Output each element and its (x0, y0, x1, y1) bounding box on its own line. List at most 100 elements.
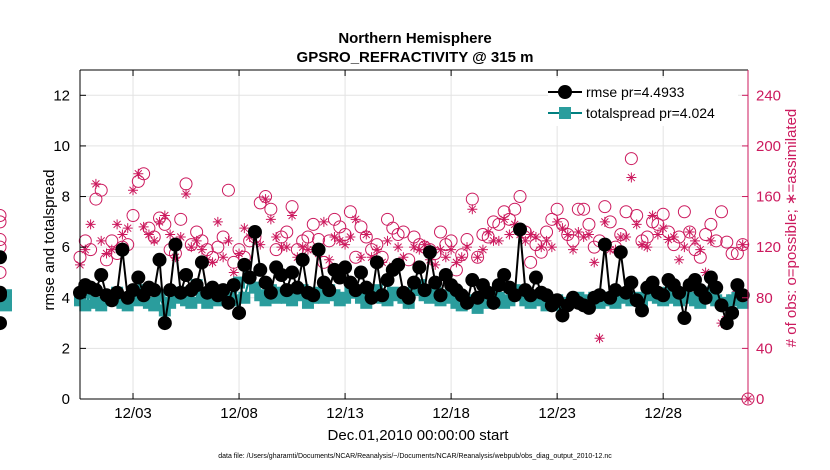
obs-assimilated-point (663, 234, 674, 245)
obs-assimilated-point (583, 229, 594, 240)
obs-assimilated-point (599, 216, 610, 227)
rmse-point (110, 285, 125, 300)
obs-assimilated-point (297, 242, 308, 253)
obs-assimilated-point (419, 239, 430, 250)
obs-assimilated-point (318, 216, 329, 227)
totalspread-point (185, 296, 198, 309)
obs-assimilated-point (122, 223, 133, 234)
obs-assimilated-point (181, 189, 192, 200)
obs-possible-point (0, 209, 7, 223)
obs-assimilated-point (223, 235, 234, 246)
obs-assimilated-point (239, 223, 250, 234)
y-tick-label-right: 80 (756, 290, 773, 307)
x-tick-label: 12/13 (326, 405, 364, 422)
rmse-point (311, 242, 326, 257)
rmse-point (364, 290, 379, 305)
rmse-point (550, 293, 565, 308)
obs-assimilated-point (271, 232, 282, 243)
obs-assimilated-point (366, 252, 377, 263)
obs-possible-point (545, 212, 559, 226)
obs-assimilated-point (605, 244, 616, 255)
rmse-point (608, 283, 623, 298)
obs-assimilated-point (626, 172, 637, 183)
y-tick-label-right: 240 (756, 87, 781, 104)
rmse-point (194, 255, 209, 270)
obs-possible-point (179, 177, 193, 191)
obs-assimilated-point (361, 229, 372, 240)
y-tick-label-right: 40 (756, 340, 773, 357)
obs-assimilated-point (207, 257, 218, 268)
obs-assimilated-point (647, 210, 658, 221)
obs-possible-point (656, 207, 670, 221)
y-tick-label-left: 0 (62, 391, 70, 408)
rmse-point (179, 267, 194, 282)
obs-possible-point (471, 250, 485, 264)
rmse-point (0, 316, 7, 331)
totalspread-point (471, 301, 484, 314)
rmse-point (401, 290, 416, 305)
obs-possible-point (720, 235, 734, 249)
obs-assimilated-point (196, 244, 207, 255)
obs-assimilated-point (483, 226, 494, 237)
obs-assimilated-point (472, 252, 483, 263)
obs-assimilated-point (228, 267, 239, 278)
obs-assimilated-point (170, 252, 181, 263)
legend-spread-marker (559, 107, 571, 119)
obs-assimilated-point (705, 235, 716, 246)
y-tick-label-left: 8 (62, 189, 70, 206)
rmse-point (216, 283, 231, 298)
legend-box (548, 78, 738, 126)
obs-assimilated-point (430, 259, 441, 270)
obs-possible-point (126, 209, 140, 223)
obs-assimilated-point (302, 244, 313, 255)
obs-assimilated-point (90, 178, 101, 189)
obs-possible-point (216, 230, 230, 244)
obs-assimilated-point (133, 168, 144, 179)
x-tick-label: 12/23 (538, 405, 576, 422)
rmse-point (698, 290, 713, 305)
rmse-point (725, 305, 740, 320)
rmse-point (465, 273, 480, 288)
obs-assimilated-point (324, 254, 335, 265)
obs-assimilated-point (382, 235, 393, 246)
rmse-point (470, 290, 485, 305)
obs-assimilated-point (159, 210, 170, 221)
obs-possible-point (524, 255, 538, 269)
rmse-point (168, 237, 183, 252)
y-axis-label-right: # of obs: o=possible; ∗=assimilated (783, 109, 800, 348)
rmse-point (624, 275, 639, 290)
rmse-point (735, 288, 750, 303)
obs-possible-point (550, 202, 564, 216)
obs-assimilated-point (462, 242, 473, 253)
totalspread-point (79, 299, 92, 312)
rmse-point (428, 275, 443, 290)
obs-assimilated-point (255, 239, 266, 250)
rmse-point (147, 283, 162, 298)
obs-possible-point (508, 202, 522, 216)
axes-layer: 12/03 12/08 12/13 12/18 12/23 12/280246810120… (53, 69, 781, 422)
obs-possible-point (221, 183, 235, 197)
rmse-point (433, 288, 448, 303)
rmse-point (513, 222, 528, 237)
obs-possible-point (640, 230, 654, 244)
obs-assimilated-point (334, 235, 345, 246)
rmse-point (253, 262, 268, 277)
obs-assimilated-point (679, 242, 690, 253)
obs-possible-point (699, 228, 713, 241)
obs-possible-point (89, 192, 103, 206)
obs-assimilated-point (552, 216, 563, 227)
rmse-point (322, 283, 337, 298)
y-tick-label-left: 2 (62, 340, 70, 357)
rmse-point (0, 250, 7, 265)
rmse-point (460, 295, 475, 310)
rmse-point (306, 288, 321, 303)
obs-assimilated-point (636, 239, 647, 250)
rmse-point (422, 245, 437, 260)
obs-possible-point (94, 183, 108, 197)
obs-assimilated-point (568, 244, 579, 255)
obs-assimilated-point (186, 242, 197, 253)
obs-possible-point (0, 240, 7, 254)
obs-assimilated-point (652, 229, 663, 240)
rmse-point (173, 285, 188, 300)
obs-possible-point (264, 202, 278, 216)
